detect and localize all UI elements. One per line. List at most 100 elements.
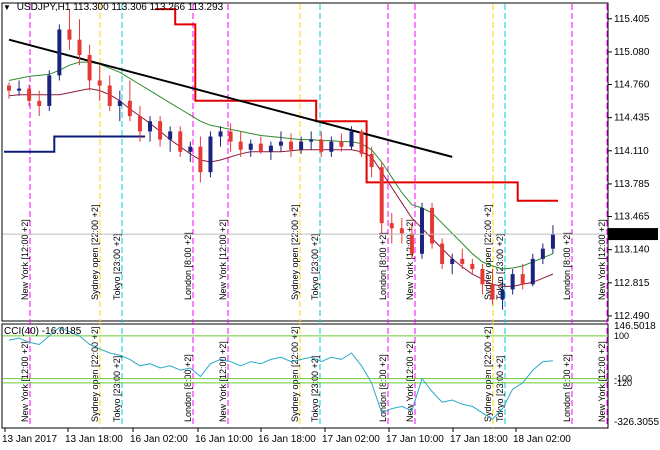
session-label-group: London [8:00 +2] [562,232,572,300]
price-axis: 115.405 115.080 114.760 114.435 114.110 113.7… [3,14,659,428]
cci-label: CCI(40) [4,326,40,337]
ohlc-open: 113.300 [73,2,109,13]
cci-level-label: -100 [614,374,632,384]
session-label-group: New York [12:00 +2] [597,219,607,300]
candle-body [208,136,213,173]
session-label-group: New York [12:00 +2] [20,219,30,300]
session-label-group: London [8:00 +2] [183,232,193,300]
candle-body [67,29,72,40]
current-price-box [608,228,658,241]
candle-body [550,234,555,249]
candle-body [510,274,515,290]
cci-value: -16.6185 [41,326,82,337]
cci-min-label: -326.3055 [614,417,659,428]
session-label-group: New York [12:00 +2] [405,219,415,300]
candle-body [359,131,364,154]
session-label: Tokyo [23:00 +2] [310,234,320,300]
candle-body [218,131,223,137]
cci-header: CCI(40) -16.6185 [4,326,81,337]
candle-body [268,145,273,152]
session-label-group: Sydney open [22:00 +2] [290,327,300,422]
time-tick-label: 17 Jan 10:00 [386,434,444,445]
session-label-group: Tokyo [23:00 +2] [310,234,320,300]
price-tick-label: 113.785 [614,179,650,190]
session-label-group: Sydney open [22:00 +2] [90,327,100,422]
candle-body [309,139,314,142]
session-label: New York [12:00 +2] [218,341,228,422]
session-label: Sydney open [22:00 +2] [290,327,300,422]
time-tick-label: 13 Jan 18:00 [65,434,123,445]
ohlc-high: 113.306 [111,2,147,13]
session-label-group: Sydney open [22:00 +2] [290,205,300,300]
cci-level-label: -120 [614,378,632,388]
candle-body [470,263,475,270]
dropdown-triangle-icon[interactable]: ▼ [3,3,11,12]
trendline [8,38,453,158]
session-label: Tokyo [23:00 +2] [112,356,122,422]
time-tick-label: 18 Jan 02:00 [513,434,571,445]
candle-body [278,141,283,146]
price-tick-label: 112.815 [614,278,650,289]
session-label-group: Tokyo [23:00 +2] [310,356,320,422]
trailing-stop-lower [4,135,145,153]
price-tick-label: 115.405 [614,14,650,25]
candle-body [27,88,32,101]
session-label-group: New York [12:00 +2] [597,341,607,422]
candle-body [37,100,42,106]
candle-body [168,131,173,140]
price-tick-label: 114.110 [614,146,649,157]
session-label-group: Sydney open [22:00 +2] [90,205,100,300]
session-label: New York [12:00 +2] [405,219,415,300]
ohlc-low: 113.266 [149,2,185,13]
candle-body [480,269,485,285]
candle-body [540,248,545,259]
session-label: Sydney open [22:00 +2] [483,205,493,300]
candle-body [440,243,445,264]
candle-body [319,139,324,152]
candle-body [137,116,142,132]
trailing-stop-upper [155,8,558,202]
candle-body [117,100,122,106]
candle-body [148,121,153,132]
price-tick-label: 114.435 [614,113,650,124]
session-label: New York [12:00 +2] [597,219,607,300]
price-tick-label: 115.080 [614,47,650,58]
session-label: Sydney open [22:00 +2] [290,205,300,300]
cci-max-label: 146.5018 [614,321,656,332]
cci-line [8,326,553,420]
time-axis: 13 Jan 2017 13 Jan 18:00 16 Jan 02:00 16 Ja… [2,428,571,445]
session-label-group: London [8:00 +2] [183,354,193,422]
candle-body [460,258,465,264]
session-label: New York [12:00 +2] [405,341,415,422]
candle-body [379,167,384,224]
session-label-group: London [8:00 +2] [378,354,388,422]
session-label: Tokyo [23:00 +2] [495,234,505,300]
session-label-group: Tokyo [23:00 +2] [495,356,505,422]
session-label: Tokyo [23:00 +2] [112,234,122,300]
session-label: London [8:00 +2] [378,354,388,422]
candles-layer [7,9,555,310]
session-label: New York [12:00 +2] [218,219,228,300]
session-label-group: London [8:00 +2] [562,354,572,422]
candle-body [57,29,62,76]
price-tick-label: 114.760 [614,80,650,91]
candle-body [450,258,455,264]
candle-body [17,88,22,91]
session-label-group: Sydney open [22:00 +2] [483,205,493,300]
time-tick-label: 17 Jan 18:00 [450,434,508,445]
candle-body [520,274,525,285]
session-label: London [8:00 +2] [183,232,193,300]
session-label: Sydney open [22:00 +2] [483,327,493,422]
candle-body [198,146,203,173]
candle-body [329,141,334,152]
symbol-label: USDJPY,H1 [16,2,71,13]
cci-panel-frame [1,323,609,429]
session-label: London [8:00 +2] [183,354,193,422]
session-label: London [8:00 +2] [562,354,572,422]
session-label: London [8:00 +2] [562,232,572,300]
session-label-group: New York [12:00 +2] [20,341,30,422]
candle-body [530,258,535,285]
candle-body [77,39,82,55]
chart-header: ▼ USDJPY,H1 113.300 113.306 113.266 113.… [3,2,223,13]
